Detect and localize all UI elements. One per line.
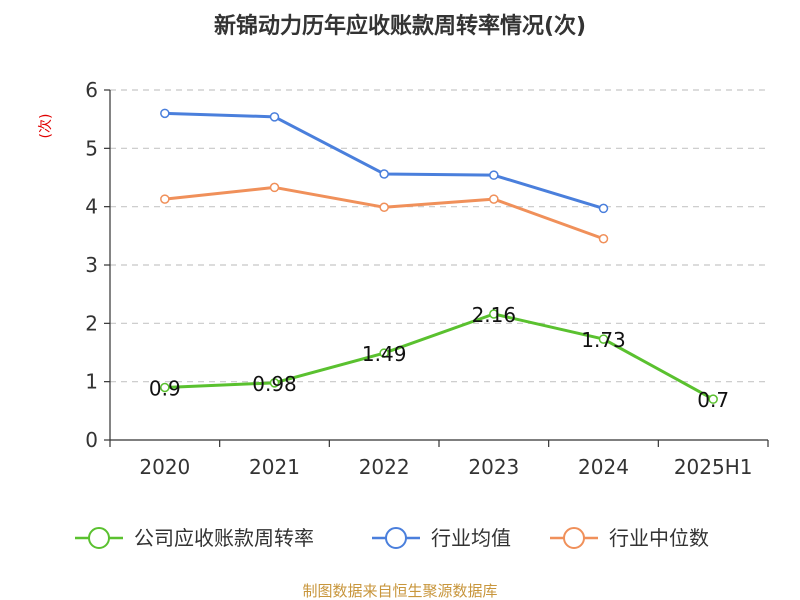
y-axis-label: (次) (38, 114, 54, 139)
legend: 公司应收账款周转率 行业均值 行业中位数 (75, 526, 709, 550)
y-tick-label: 4 (85, 195, 98, 219)
data-point (269, 378, 280, 388)
legend-label: 行业均值 (431, 526, 511, 550)
legend-marker (385, 527, 407, 549)
data-point (489, 170, 499, 180)
source-note: 制图数据来自恒生聚源数据库 (302, 582, 497, 600)
data-point (489, 194, 499, 204)
x-tick-label: 2024 (578, 455, 629, 479)
legend-label: 公司应收账款周转率 (134, 526, 314, 550)
data-point (269, 112, 280, 122)
grid-lines (110, 89, 768, 383)
data-point (379, 348, 389, 358)
legend-item: 行业均值 (372, 526, 511, 550)
data-point (708, 394, 718, 404)
x-tick-label: 2020 (139, 455, 190, 479)
data-label: 1.49 (362, 342, 407, 366)
series-line (164, 111, 604, 210)
axes: 0 1 2 3 4 5 6 2020 2021 2022 2023 2024 2025H1 (85, 78, 769, 479)
legend-marker (88, 527, 110, 549)
y-tick-label: 6 (85, 78, 98, 102)
data-point (598, 334, 609, 344)
data-point (160, 382, 170, 393)
data-point (160, 108, 170, 119)
data-point (598, 234, 609, 244)
legend-item: 行业中位数 (550, 526, 709, 550)
data-label: 1.73 (581, 328, 626, 352)
y-tick-label: 3 (85, 253, 98, 277)
data-point (269, 182, 280, 193)
legend-label: 行业中位数 (609, 526, 709, 550)
series-line (164, 312, 714, 401)
x-tick-label: 2022 (359, 455, 410, 479)
data-point (160, 194, 170, 204)
data-point (379, 169, 389, 179)
data-label: 0.98 (252, 372, 297, 396)
data-label: 2.16 (472, 303, 517, 327)
data-label: 0.7 (697, 388, 729, 412)
data-label: 0.9 (149, 377, 181, 401)
legend-item: 公司应收账款周转率 (75, 526, 314, 550)
series-line (164, 185, 605, 241)
y-tick-label: 1 (85, 370, 98, 394)
series-layer (160, 108, 718, 404)
series-1 (160, 108, 609, 214)
y-tick-label: 0 (85, 428, 98, 452)
chart-title: 新锦动力历年应收账款周转率情况(次) (214, 13, 586, 39)
data-labels: 0.9 0.98 1.49 2.16 1.73 0.7 (149, 303, 729, 412)
y-tick-label: 2 (85, 311, 98, 335)
x-tick-label: 2025H1 (674, 455, 753, 479)
data-point (489, 309, 499, 319)
series-2 (160, 182, 609, 244)
legend-marker (563, 527, 585, 549)
x-tick-label: 2021 (249, 455, 300, 479)
data-point (598, 203, 609, 214)
y-tick-label: 5 (85, 136, 98, 160)
data-point (379, 202, 389, 212)
x-tick-label: 2023 (468, 455, 519, 479)
series-0 (160, 309, 718, 404)
